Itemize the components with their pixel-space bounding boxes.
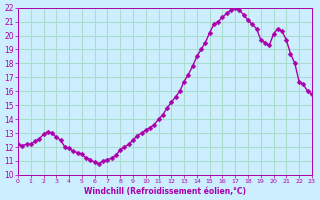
X-axis label: Windchill (Refroidissement éolien,°C): Windchill (Refroidissement éolien,°C) bbox=[84, 187, 246, 196]
